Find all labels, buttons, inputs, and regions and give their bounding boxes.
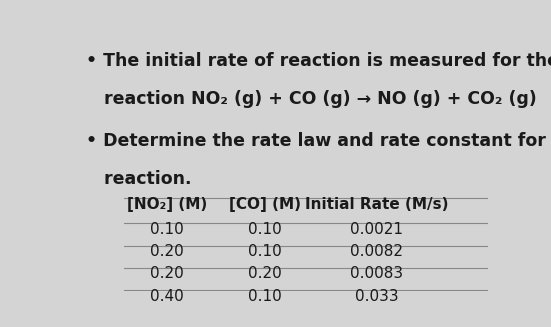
- Text: 0.10: 0.10: [249, 288, 282, 303]
- Text: 0.40: 0.40: [150, 288, 184, 303]
- Text: [CO] (M): [CO] (M): [229, 197, 301, 212]
- Text: 0.20: 0.20: [249, 267, 282, 281]
- Text: 0.20: 0.20: [150, 267, 184, 281]
- Text: 0.20: 0.20: [150, 245, 184, 259]
- Text: 0.0083: 0.0083: [350, 267, 403, 281]
- Text: • The initial rate of reaction is measured for the: • The initial rate of reaction is measur…: [86, 52, 551, 70]
- Text: 0.0082: 0.0082: [350, 245, 403, 259]
- Text: 0.10: 0.10: [249, 245, 282, 259]
- Text: 0.10: 0.10: [249, 222, 282, 237]
- Text: reaction.: reaction.: [86, 170, 191, 188]
- Text: • Determine the rate law and rate constant for the: • Determine the rate law and rate consta…: [86, 132, 551, 150]
- Text: 0.10: 0.10: [150, 222, 184, 237]
- Text: 0.033: 0.033: [354, 288, 398, 303]
- Text: Initial Rate (M/s): Initial Rate (M/s): [305, 197, 448, 212]
- Text: reaction NO₂ (g) + CO (g) → NO (g) + CO₂ (g): reaction NO₂ (g) + CO (g) → NO (g) + CO₂…: [86, 90, 537, 108]
- Text: 0.0021: 0.0021: [350, 222, 403, 237]
- Text: [NO₂] (M): [NO₂] (M): [127, 197, 207, 212]
